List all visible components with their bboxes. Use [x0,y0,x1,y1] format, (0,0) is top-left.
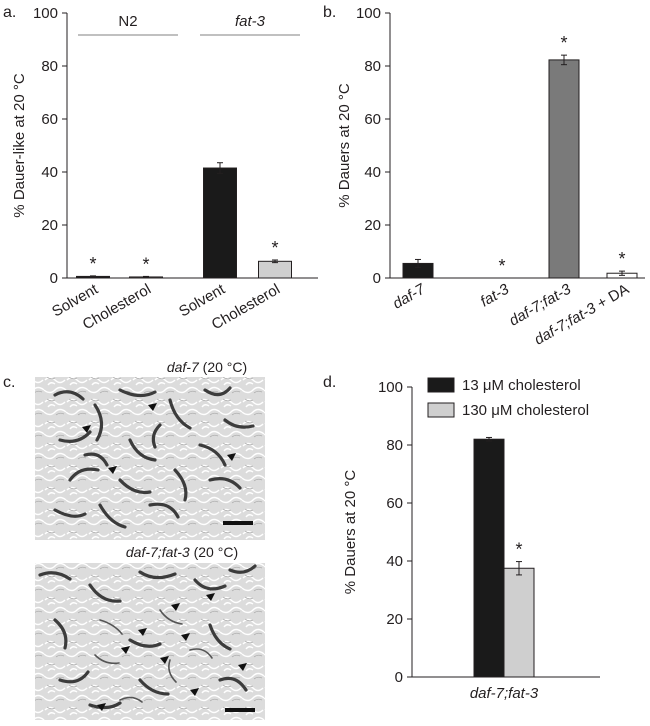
panel-label-a: a. [3,4,16,21]
y-tick-label: 20 [386,611,403,628]
y-tick-label: 100 [356,5,381,22]
y-tick-label: 40 [386,553,403,570]
y-tick-label: 40 [41,164,58,181]
y-tick-label: 0 [373,270,381,287]
image1-caption-temp: (20 °C) [199,359,247,375]
y-tick-label: 20 [41,217,58,234]
y-tick-label: 100 [378,379,403,396]
bar [258,260,292,279]
y-tick-label: 40 [364,164,381,181]
y-tick-label: 100 [33,5,58,22]
significance-mark: * [271,238,278,258]
image2-caption: daf-7;fat-3 (20 °C) [126,544,238,560]
panel-label-b: b. [323,4,336,21]
bar [548,59,580,279]
group-label-n2: N2 [118,13,137,30]
y-tick-label: 0 [395,669,403,686]
y-tick-label: 60 [41,111,58,128]
significance-mark: * [89,254,96,274]
y-tick-label: 0 [50,270,58,287]
bar [503,567,535,678]
y-tick-label: 80 [386,437,403,454]
legend-swatch [427,402,455,418]
micrograph-daf-7-fat-3 [35,563,265,720]
y-axis-label: % Dauer-like at 20 °C [11,73,28,218]
image2-caption-temp: (20 °C) [190,544,238,560]
group-label-fat-3: fat-3 [235,13,266,30]
significance-mark: * [618,249,625,269]
significance-mark: * [498,256,505,276]
bar [203,167,237,279]
legend-label: 130 μM cholesterol [462,402,589,419]
chart-d: 0 20 40 60 80 100 % Dauers at 20 °C * daf-7;fat-… [342,377,600,702]
significance-mark: * [142,254,149,274]
micrograph-daf-7 [35,377,265,540]
image1-caption-genotype: daf-7 [167,359,200,375]
significance-mark: * [515,540,522,560]
y-axis-label: % Dauers at 20 °C [336,83,353,208]
panel-label-d: d. [323,374,336,391]
y-tick-label: 20 [364,217,381,234]
bar [473,438,505,678]
image2-caption-genotype: daf-7;fat-3 [126,544,190,560]
y-tick-label: 80 [364,58,381,75]
y-tick-label: 80 [41,58,58,75]
legend-swatch [427,377,455,393]
legend-label: 13 μM cholesterol [462,377,581,394]
y-tick-label: 60 [364,111,381,128]
micrograph-group: daf-7 (20 °C) daf-7;fat-3 (20 °C) [35,359,265,720]
x-tick-label: daf-7;fat-3 [470,685,539,702]
chart-b: 0 20 40 60 80 100 % Dauers at 20 °C * * * daf-7 fat… [336,5,645,349]
y-tick-label: 60 [386,495,403,512]
y-axis-label: % Dauers at 20 °C [342,470,359,595]
x-tick-label: daf-7 [390,280,429,312]
image1-caption: daf-7 (20 °C) [167,359,247,375]
x-tick-label: fat-3 [478,280,513,310]
chart-a: 0 20 40 60 80 100 % Dauer-like at 20 °C * * * N2 fa… [11,5,318,333]
panel-label-c: c. [3,374,15,391]
significance-mark: * [560,33,567,53]
legend: 13 μM cholesterol 130 μM cholesterol [427,377,589,419]
